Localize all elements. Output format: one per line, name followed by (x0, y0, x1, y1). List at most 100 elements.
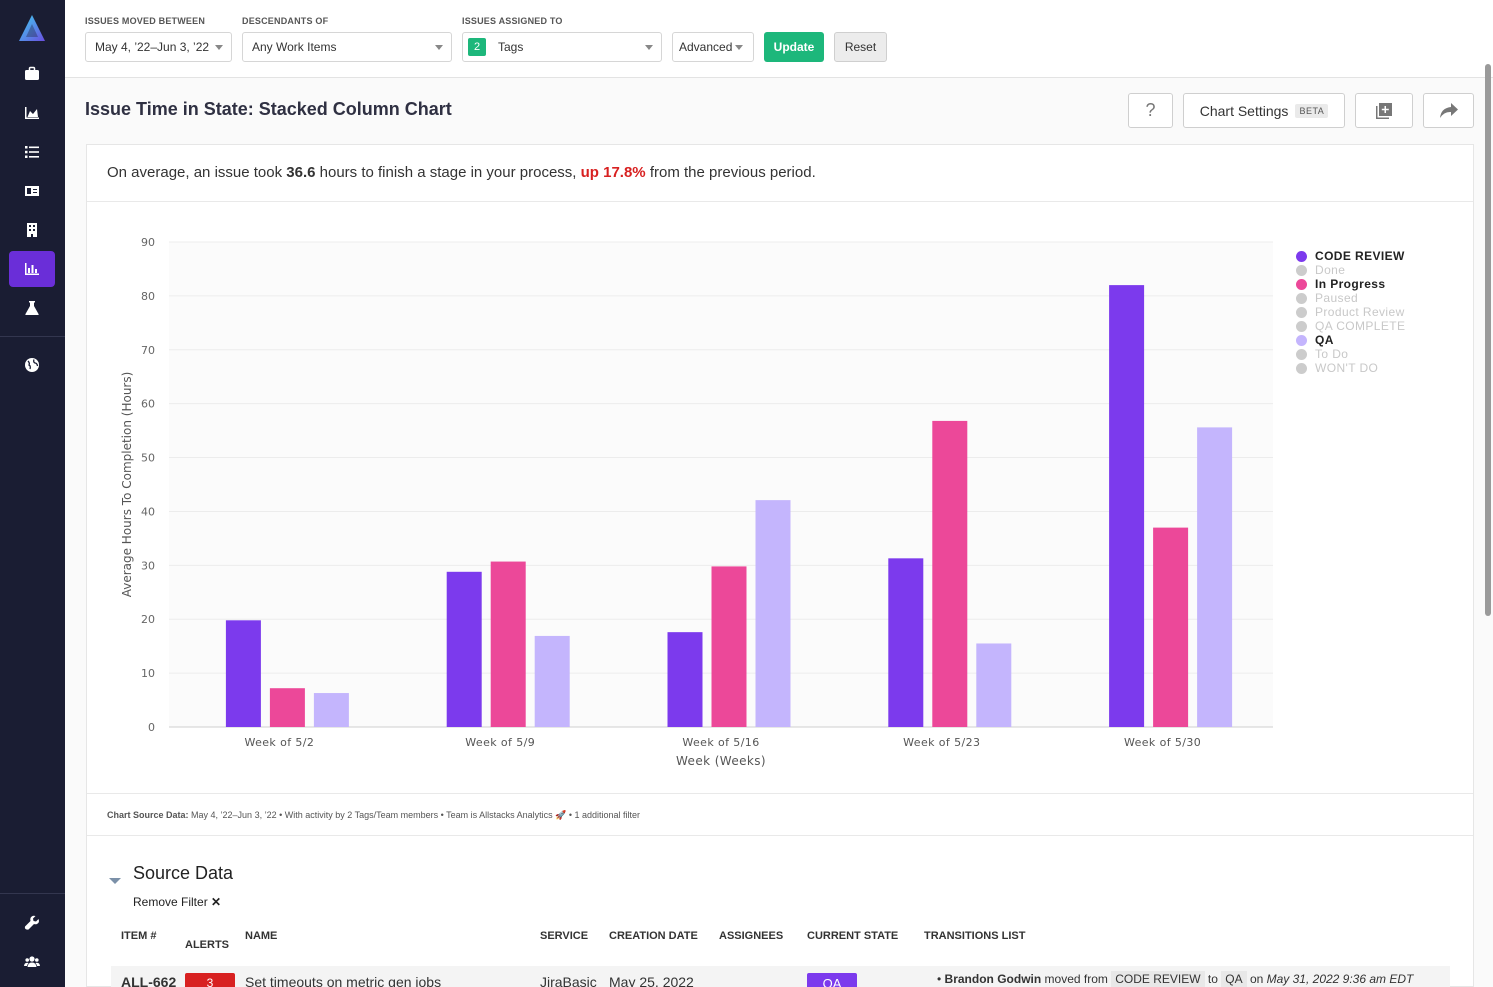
column-header-transitions[interactable]: TRANSITIONS LIST (924, 930, 1026, 942)
summary-mid: hours to finish a stage in your process, (315, 164, 581, 181)
advanced-select[interactable]: Advanced (672, 32, 754, 62)
sidebar-item-people[interactable] (9, 173, 55, 209)
column-header-service[interactable]: SERVICE (540, 930, 589, 942)
transition-date: May 31, 2022 9:36 am EDT (1266, 972, 1414, 986)
remove-filter-button[interactable]: Remove Filter ✕ (133, 895, 221, 909)
wrench-icon (24, 915, 39, 930)
column-header-name[interactable]: NAME (245, 930, 278, 942)
chart-card: On average, an issue took 36.6 hours to … (86, 144, 1474, 987)
filter-bar: ISSUES MOVED BETWEEN May 4, ’22–Jun 3, ’… (65, 0, 1493, 78)
legend-swatch-icon (1296, 278, 1307, 290)
column-header-assignees[interactable]: ASSIGNEES (719, 930, 784, 942)
sidebar-item-organization[interactable] (9, 212, 55, 248)
legend-item[interactable]: In Progress (1296, 277, 1405, 291)
descendants-label: DESCENDANTS OF (242, 16, 329, 26)
sidebar-separator-bottom (0, 893, 65, 894)
share-button[interactable] (1423, 93, 1474, 128)
bar (667, 632, 703, 727)
bar-chart-icon (25, 263, 39, 275)
transition-user: Brandon Godwin (944, 972, 1042, 986)
building-icon (27, 223, 37, 237)
briefcase-icon (25, 66, 39, 80)
legend-item[interactable]: CODE REVIEW (1296, 249, 1405, 263)
column-header-creation-date[interactable]: CREATION DATE (609, 930, 698, 942)
legend-label: In Progress (1315, 277, 1386, 291)
legend-label: Paused (1315, 291, 1359, 305)
bar (755, 500, 791, 727)
legend-item[interactable]: QA COMPLETE (1296, 319, 1405, 333)
descendants-select[interactable]: Any Work Items (242, 32, 452, 62)
current-state-badge: QA (807, 973, 857, 987)
bar (534, 635, 570, 727)
y-tick-label: 20 (141, 613, 155, 626)
legend-swatch-icon (1296, 264, 1307, 276)
x-tick-label: Week of 5/23 (903, 736, 980, 749)
question-icon: ? (1145, 100, 1156, 120)
sidebar-item-labs[interactable] (9, 290, 55, 326)
add-to-dashboard-button[interactable] (1355, 93, 1413, 128)
bar (313, 693, 349, 727)
item-service: JiraBasic (540, 974, 597, 987)
collapse-caret-icon[interactable] (109, 878, 121, 884)
date-range-select[interactable]: May 4, ’22–Jun 3, ’22 (85, 32, 232, 62)
chevron-down-icon (645, 45, 653, 50)
legend-item[interactable]: Paused (1296, 291, 1405, 305)
item-name: Set timeouts on metric gen jobs (245, 974, 442, 987)
divider (87, 201, 1473, 202)
update-button[interactable]: Update (764, 32, 824, 62)
divider (87, 835, 1473, 836)
descendants-value: Any Work Items (252, 40, 337, 54)
column-header-item[interactable]: ITEM # (121, 930, 157, 942)
column-header-current-state[interactable]: CURRENT STATE (807, 930, 899, 942)
assigned-label: ISSUES ASSIGNED TO (462, 16, 563, 26)
bar (976, 643, 1012, 727)
summary-hours: 36.6 (286, 164, 316, 181)
help-button[interactable]: ? (1128, 93, 1173, 128)
bar (490, 561, 526, 727)
sidebar-item-team[interactable] (9, 944, 55, 980)
legend-item[interactable]: Done (1296, 263, 1405, 277)
sidebar-item-global[interactable] (9, 347, 55, 383)
sidebar-item-settings[interactable] (9, 905, 55, 941)
globe-icon (25, 358, 39, 372)
bar (1109, 285, 1145, 727)
legend-label: CODE REVIEW (1315, 249, 1405, 263)
transition-on-text: on (1246, 972, 1267, 986)
legend-swatch-icon (1296, 292, 1307, 304)
bar (225, 620, 261, 727)
bar (269, 688, 305, 727)
legend-item[interactable]: WON'T DO (1296, 361, 1405, 375)
sidebar-item-portfolio[interactable] (9, 56, 55, 92)
legend-item[interactable]: To Do (1296, 347, 1405, 361)
summary-change: up 17.8% (580, 164, 646, 181)
legend-swatch-icon (1296, 348, 1307, 360)
source-data-title: Source Data (133, 863, 234, 883)
sidebar-item-dashboards[interactable] (9, 251, 55, 287)
date-range-value: May 4, ’22–Jun 3, ’22 (95, 40, 210, 54)
column-header-alerts[interactable]: ALERTS (185, 939, 229, 951)
page-scrollbar[interactable] (1485, 64, 1491, 616)
allstacks-logo-icon[interactable] (18, 14, 46, 42)
y-tick-label: 50 (141, 452, 155, 465)
id-card-icon (25, 186, 39, 196)
summary-pre: On average, an issue took (107, 164, 287, 181)
item-number[interactable]: ALL-662 (121, 974, 177, 987)
legend-swatch-icon (1296, 362, 1307, 374)
y-tick-label: 80 (141, 290, 155, 303)
table-row[interactable]: ALL-662 3 Set timeouts on metric gen job… (111, 966, 1450, 987)
legend-item[interactable]: Product Review (1296, 305, 1405, 319)
alerts-badge[interactable]: 3 (185, 973, 235, 987)
sidebar-item-list[interactable] (9, 134, 55, 170)
chart-settings-button[interactable]: Chart Settings BETA (1183, 93, 1345, 128)
sidebar-item-metrics[interactable] (9, 95, 55, 131)
transition-to-state: QA (1221, 971, 1247, 987)
x-tick-label: Week of 5/30 (1124, 736, 1201, 749)
moved-between-label: ISSUES MOVED BETWEEN (85, 16, 206, 26)
assigned-select[interactable]: 2 Tags (462, 32, 662, 62)
legend-item[interactable]: QA (1296, 333, 1405, 347)
y-tick-label: 30 (141, 559, 155, 572)
legend-label: Product Review (1315, 305, 1405, 319)
bar (888, 558, 924, 727)
y-tick-label: 10 (141, 667, 155, 680)
reset-button[interactable]: Reset (834, 32, 887, 62)
